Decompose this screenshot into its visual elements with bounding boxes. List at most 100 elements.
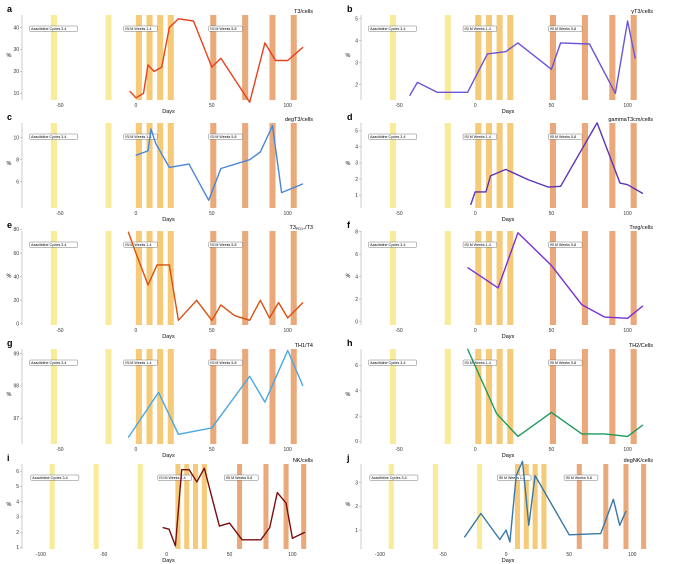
treatment-band	[263, 464, 269, 549]
annotation-box	[497, 474, 532, 481]
panel-i: i NK/cells Azacitidine Cycles 3-4 ISl M Wee…	[7, 453, 314, 564]
data-point	[129, 90, 131, 92]
annotation-box	[369, 474, 419, 481]
y-tick-label: 2	[355, 82, 358, 88]
x-axis-label: Days	[502, 217, 515, 223]
data-point	[581, 433, 583, 435]
annotation-box	[29, 133, 78, 140]
data-point	[196, 299, 197, 301]
annotation-label: ISl M Weeks 5-8	[566, 476, 592, 480]
x-tick-label: -50	[56, 103, 63, 109]
x-tick-label: 100	[623, 328, 632, 334]
x-axis-label: Days	[162, 558, 175, 564]
y-tick-label: 3	[355, 60, 358, 66]
treatment-band	[242, 123, 249, 208]
y-tick-label: 40	[13, 25, 19, 31]
data-point	[627, 184, 628, 186]
treatment-band	[184, 464, 190, 549]
x-tick-label: 50	[549, 103, 555, 109]
data-point	[642, 305, 644, 307]
treatment-band	[290, 231, 297, 325]
series-line	[466, 348, 644, 438]
data-point	[528, 179, 529, 181]
data-point	[259, 299, 261, 301]
y-axis-label: %	[346, 161, 351, 167]
y-tick-label: 4	[16, 499, 19, 505]
data-point	[551, 264, 552, 266]
panel-label: d	[347, 112, 353, 122]
y-tick-label: 4	[355, 274, 358, 280]
data-point	[127, 437, 129, 438]
data-point	[168, 264, 170, 266]
data-point	[276, 492, 278, 493]
annotation-box	[548, 25, 583, 32]
x-tick-label: 50	[209, 447, 215, 453]
y-tick-label: 10	[13, 91, 19, 97]
series-line	[470, 122, 644, 206]
data-point	[499, 539, 501, 540]
treatment-band	[193, 464, 199, 549]
annotation-box	[29, 359, 78, 366]
data-point	[188, 469, 190, 471]
data-point	[619, 182, 621, 184]
treatment-band	[609, 123, 616, 208]
series-line	[162, 467, 306, 547]
data-point	[302, 385, 304, 387]
treatment-band	[549, 15, 556, 100]
y-tick-label: 4	[355, 145, 358, 151]
data-point	[249, 375, 251, 377]
y-tick-label: 5	[355, 16, 358, 22]
treatment-band	[389, 349, 397, 444]
annotation-box	[462, 133, 498, 140]
treatment-band	[210, 123, 217, 208]
data-point	[181, 469, 183, 471]
data-point	[528, 524, 530, 526]
data-point	[627, 317, 628, 319]
treatment-band	[50, 231, 57, 325]
data-point	[161, 66, 163, 68]
data-point	[612, 498, 614, 500]
x-tick-label: -50	[56, 328, 63, 334]
data-point	[229, 522, 230, 524]
data-point	[241, 539, 243, 541]
treatment-band	[388, 464, 394, 549]
panel-b: b γT3/cells Azacitidine Cycles 3-4 ISl M We…	[346, 4, 654, 115]
treatment-band	[475, 231, 482, 325]
data-point	[264, 401, 266, 403]
annotation-label: Azacitidine Cycles 3-4	[31, 361, 66, 365]
y-tick-label: 97	[13, 416, 19, 422]
data-point	[249, 101, 251, 103]
y-tick-label: 8	[355, 229, 358, 235]
chart-title: T3PD1+/T3	[290, 225, 313, 231]
annotation-box	[123, 359, 158, 366]
treatment-band	[475, 123, 482, 208]
data-point	[505, 51, 507, 53]
y-axis-label: %	[7, 502, 12, 508]
treatment-band	[146, 349, 153, 444]
y-tick-label: 4	[355, 389, 358, 395]
data-point	[196, 481, 198, 483]
chart-title: degT3/cells	[285, 117, 313, 123]
panel-h: h TH2/Cells Azacitidine Cycles 3-4 ISl M We…	[346, 338, 654, 459]
treatment-band	[609, 349, 616, 444]
chart-title: gammaT3cm/cells	[608, 117, 653, 123]
data-point	[211, 66, 213, 68]
data-point	[627, 436, 628, 437]
treatment-band	[175, 464, 181, 549]
data-point	[260, 539, 262, 541]
series-line	[127, 231, 304, 321]
treatment-band	[157, 15, 164, 100]
annotation-box	[563, 474, 599, 481]
x-tick-label: 0	[134, 447, 137, 453]
annotation-box	[208, 359, 243, 366]
x-axis-label: Days	[502, 109, 515, 115]
data-point	[285, 502, 287, 504]
series-line	[129, 18, 304, 103]
data-point	[249, 159, 251, 161]
y-tick-label: 2	[355, 504, 358, 510]
treatment-band	[93, 464, 99, 549]
annotation-label: ISl M Weeks 1-4	[499, 476, 525, 480]
annotation-box	[208, 241, 243, 248]
data-point	[487, 53, 488, 55]
data-point	[302, 183, 304, 185]
